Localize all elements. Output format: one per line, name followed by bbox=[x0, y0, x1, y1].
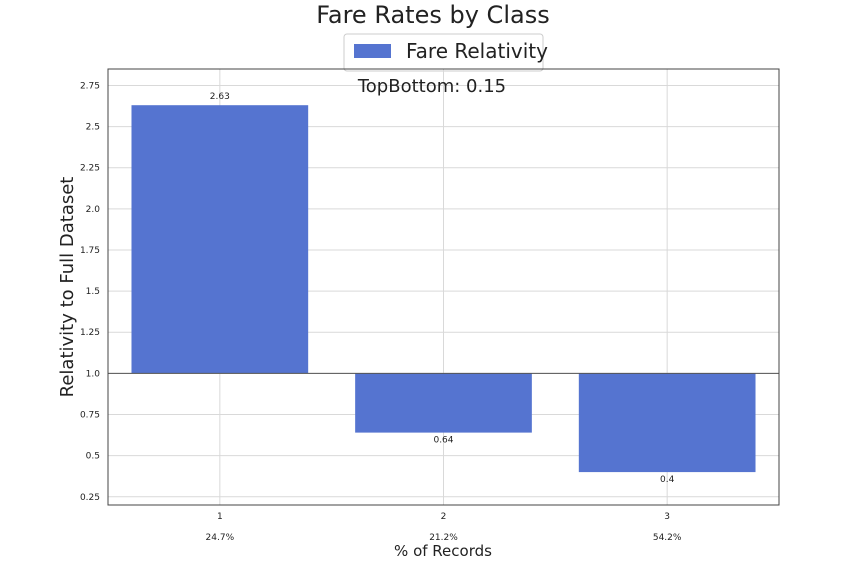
y-tick-label: 2.75 bbox=[80, 81, 100, 91]
x-tick-sublabel: 54.2% bbox=[653, 533, 682, 543]
y-tick-label: 2.25 bbox=[80, 164, 100, 174]
y-tick-label: 2.5 bbox=[86, 123, 100, 133]
bars: 2.63 0.64 0.4 bbox=[108, 92, 779, 485]
legend: Fare Relativity bbox=[343, 33, 548, 72]
y-tick-label: 2.0 bbox=[86, 205, 101, 215]
bar bbox=[578, 373, 756, 473]
legend-swatch bbox=[354, 44, 391, 58]
x-ticks: 1 24.7% 2 21.2% 3 54.2% bbox=[206, 512, 682, 543]
x-tick-label: 1 bbox=[217, 512, 223, 522]
bar bbox=[355, 373, 532, 433]
bar-value-label: 2.63 bbox=[210, 92, 230, 102]
legend-label: Fare Relativity bbox=[406, 39, 548, 63]
y-tick-label: 0.25 bbox=[80, 493, 100, 503]
y-axis-label: Relativity to Full Dataset bbox=[57, 177, 78, 398]
y-tick-label: 1.5 bbox=[86, 287, 100, 297]
x-tick-label: 3 bbox=[664, 512, 670, 522]
chart-title: Fare Rates by Class bbox=[316, 1, 549, 29]
y-tick-label: 1.0 bbox=[86, 369, 101, 379]
annotation: TopBottom: 0.15 bbox=[357, 76, 506, 97]
x-tick-sublabel: 21.2% bbox=[429, 533, 458, 543]
bar bbox=[131, 105, 309, 374]
plot-frame bbox=[107, 68, 780, 506]
bar-value-label: 0.4 bbox=[660, 475, 675, 485]
x-tick-sublabel: 24.7% bbox=[206, 533, 235, 543]
y-tick-label: 0.5 bbox=[86, 452, 100, 462]
x-axis-label: % of Records bbox=[394, 542, 492, 560]
y-tick-label: 1.75 bbox=[80, 246, 100, 256]
y-tick-label: 0.75 bbox=[80, 411, 100, 421]
bar-value-label: 0.64 bbox=[433, 436, 453, 446]
y-ticks: 0.25 0.5 0.75 1.0 1.25 1.5 1.75 2.0 2.25 2.5 2.75 bbox=[80, 81, 100, 502]
y-tick-label: 1.25 bbox=[80, 328, 100, 338]
x-tick-label: 2 bbox=[441, 512, 447, 522]
